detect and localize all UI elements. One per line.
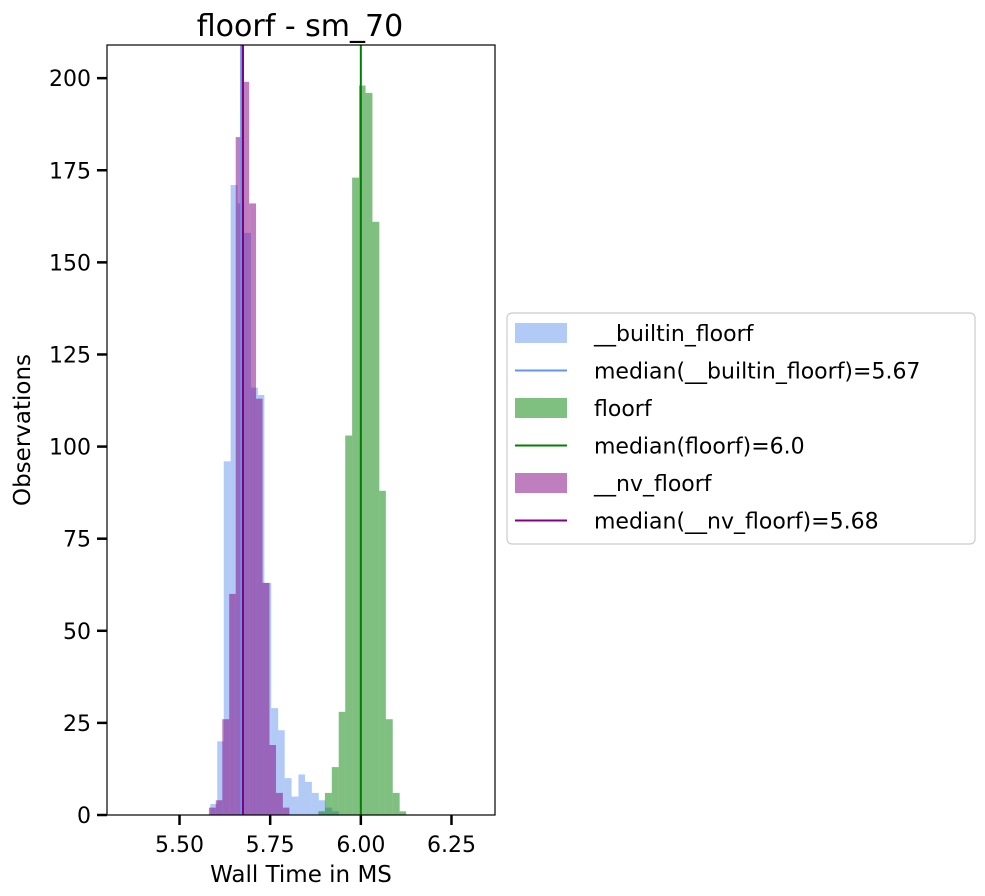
histogram-bar: [331, 767, 339, 815]
x-tick-label: 5.50: [155, 833, 204, 858]
histogram-bar: [392, 792, 400, 815]
x-axis-label: Wall Time in MS: [210, 862, 392, 888]
legend-swatch: [515, 323, 567, 343]
histogram-bar: [230, 185, 238, 815]
histogram-bar: [256, 398, 263, 815]
histogram-bar: [365, 92, 373, 816]
histogram-bar: [282, 807, 290, 815]
histogram-bar: [215, 800, 223, 815]
histogram-bar: [379, 490, 386, 815]
histogram-bar: [324, 792, 332, 815]
histogram-bar: [278, 730, 285, 815]
legend-swatch: [515, 398, 567, 418]
x-tick-label: 6.25: [427, 833, 476, 858]
legend-box: [506, 312, 976, 545]
histogram-bar: [229, 593, 236, 815]
x-tick-label: 5.75: [246, 833, 295, 858]
histogram-bar: [385, 719, 393, 815]
histogram-bar: [235, 137, 243, 815]
histogram-bar: [372, 221, 380, 815]
y-tick-label: 50: [63, 620, 91, 645]
y-axis: 0 25 50 75 100 125 150 175 200: [49, 67, 107, 829]
histogram-bar: [359, 85, 366, 816]
histogram-bar: [399, 811, 407, 815]
y-tick-label: 200: [49, 67, 91, 92]
histogram-bar: [304, 781, 312, 815]
histogram-bar: [345, 435, 353, 815]
median-lines: [240, 45, 362, 815]
y-axis-label: Observations: [10, 354, 36, 506]
histogram-bar: [318, 800, 326, 815]
histogram-bar: [318, 811, 325, 815]
legend-label: __builtin_floorf: [593, 322, 755, 347]
histogram-bar: [223, 461, 231, 815]
y-tick-label: 150: [49, 251, 91, 276]
x-tick-label: 6.00: [336, 833, 385, 858]
histogram-bar: [242, 81, 250, 815]
y-tick-label: 125: [49, 343, 91, 368]
histogram-bar: [249, 203, 257, 816]
histogram-bar: [352, 177, 360, 815]
y-tick-label: 175: [49, 159, 91, 184]
legend-label: median(floorf)=6.0: [594, 435, 805, 460]
histogram-bar: [269, 745, 276, 815]
histogram-bar: [338, 711, 346, 815]
histogram-bar: [298, 774, 305, 815]
legend-label: __nv_floorf: [593, 472, 713, 497]
histogram-bar: [262, 582, 270, 815]
legend-label: median(__nv_floorf)=5.68: [594, 510, 879, 535]
legend-label: median(__builtin_floorf)=5.67: [594, 360, 920, 385]
legend-swatch: [515, 473, 567, 493]
histogram-bar: [217, 741, 224, 815]
histogram-bar: [311, 792, 319, 815]
histogram-bars: [208, 81, 407, 816]
y-tick-label: 25: [63, 712, 91, 737]
legend-label: floorf: [594, 397, 653, 422]
histogram-bar: [208, 807, 216, 815]
legend: __builtin_floorf median(__builtin_floorf)…: [506, 312, 976, 545]
y-tick-label: 0: [77, 804, 91, 829]
y-tick-label: 100: [49, 436, 91, 461]
histogram-bar: [284, 778, 292, 815]
plot-frame: [106, 44, 496, 816]
histogram-bar: [222, 719, 230, 815]
y-tick-label: 75: [63, 528, 91, 553]
chart-title: floorf - sm_70: [197, 9, 403, 44]
histogram-bar: [275, 792, 283, 815]
x-axis: 5.50 5.75 6.00 6.25: [155, 815, 476, 858]
histogram-bar: [291, 796, 299, 815]
